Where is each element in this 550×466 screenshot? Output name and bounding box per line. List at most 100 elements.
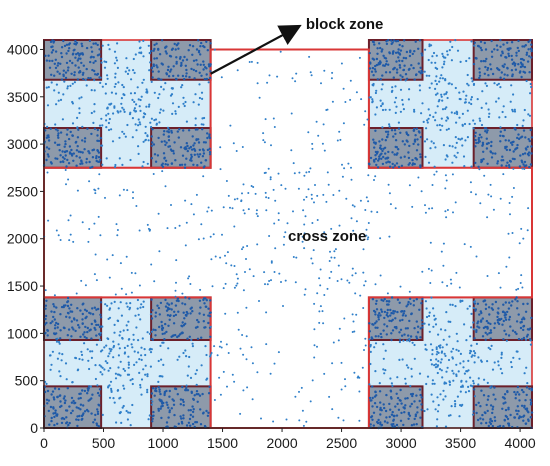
scatter-point-3201 <box>199 288 202 291</box>
scatter-point-1036 <box>150 298 153 301</box>
scatter-point-3040 <box>267 167 270 170</box>
scatter-point-1711 <box>520 388 524 392</box>
scatter-point-2733 <box>353 330 356 333</box>
scatter-point-1381 <box>400 310 404 313</box>
scatter-point-444 <box>388 71 392 74</box>
scatter-point-2358 <box>142 368 145 371</box>
scatter-point-57 <box>81 73 85 76</box>
scatter-point-1518 <box>491 303 494 306</box>
scatter-point-3213 <box>454 201 457 204</box>
scatter-point-2565 <box>454 305 457 308</box>
scatter-point-894 <box>46 334 49 337</box>
scatter-point-106 <box>81 44 84 48</box>
scatter-point-358 <box>163 140 166 143</box>
scatter-point-2103 <box>473 122 476 125</box>
scatter-point-1996 <box>138 105 141 108</box>
scatter-point-741 <box>377 159 380 162</box>
scatter-point-524 <box>380 50 383 53</box>
scatter-point-2416 <box>135 361 138 364</box>
scatter-point-1850 <box>114 165 117 169</box>
scatter-point-2569 <box>440 369 443 372</box>
scatter-point-1325 <box>400 334 404 337</box>
scatter-point-2024 <box>424 155 427 158</box>
scatter-point-422 <box>195 138 198 141</box>
scatter-point-508 <box>411 52 414 56</box>
scatter-point-1442 <box>484 331 487 334</box>
scatter-point-2298 <box>131 378 134 381</box>
scatter-point-1924 <box>162 109 165 112</box>
scatter-point-1431 <box>494 300 498 304</box>
scatter-point-1698 <box>504 401 507 404</box>
scatter-point-2517 <box>469 335 472 338</box>
scatter-point-888 <box>56 322 60 326</box>
scatter-point-790 <box>474 138 477 142</box>
scatter-point-2612 <box>448 380 451 383</box>
scatter-point-427 <box>198 153 202 156</box>
scatter-point-2057 <box>458 116 461 119</box>
scatter-point-2004 <box>472 127 475 130</box>
scatter-point-2952 <box>323 231 326 234</box>
scatter-point-506 <box>373 68 377 71</box>
scatter-point-1679 <box>494 398 497 401</box>
scatter-point-1253 <box>158 388 161 391</box>
scatter-point-1183 <box>63 401 67 405</box>
scatter-point-1415 <box>374 313 377 316</box>
scatter-point-3144 <box>280 281 282 283</box>
scatter-point-1636 <box>375 394 378 397</box>
scatter-point-1756 <box>523 406 526 409</box>
scatter-point-3063 <box>374 175 377 178</box>
scatter-point-1113 <box>93 418 97 421</box>
scatter-point-3047 <box>367 174 370 177</box>
scatter-point-2254 <box>146 331 149 334</box>
scatter-point-1802 <box>114 163 117 167</box>
scatter-point-3192 <box>345 197 348 200</box>
scatter-point-3239 <box>195 193 198 196</box>
scatter-point-2130 <box>427 108 430 111</box>
scatter-point-1901 <box>194 124 197 127</box>
scatter-point-2389 <box>57 340 61 344</box>
scatter-point-1007 <box>183 317 186 320</box>
scatter-point-2945 <box>344 385 347 388</box>
scatter-point-1803 <box>124 70 127 73</box>
scatter-point-1605 <box>415 394 418 397</box>
scatter-point-2041 <box>424 48 427 51</box>
scatter-point-1615 <box>388 415 391 419</box>
scatter-point-586 <box>502 43 505 46</box>
scatter-point-610 <box>499 76 502 79</box>
scatter-point-56 <box>67 49 70 53</box>
scatter-point-1231 <box>192 408 195 411</box>
scatter-point-2099 <box>454 136 457 139</box>
scatter-point-405 <box>161 165 165 168</box>
scatter-point-2112 <box>466 109 469 112</box>
scatter-point-352 <box>183 166 187 169</box>
scatter-point-2619 <box>431 379 434 382</box>
scatter-point-3124 <box>310 193 313 196</box>
scatter-point-628 <box>502 65 505 69</box>
scatter-point-1283 <box>150 392 154 395</box>
scatter-point-2935 <box>209 235 212 238</box>
scatter-point-2164 <box>498 116 501 119</box>
scatter-point-885 <box>79 309 82 312</box>
scatter-point-2924 <box>331 71 334 74</box>
scatter-point-1373 <box>376 326 379 329</box>
scatter-point-1744 <box>502 425 505 428</box>
scatter-point-652 <box>507 54 511 58</box>
scatter-point-873 <box>481 144 484 147</box>
scatter-point-500 <box>373 43 376 46</box>
scatter-point-2362 <box>185 355 188 358</box>
scatter-point-798 <box>485 137 488 140</box>
scatter-point-2996 <box>119 262 122 265</box>
scatter-point-1378 <box>371 323 374 326</box>
scatter-point-574 <box>489 68 493 71</box>
scatter-point-2867 <box>291 77 294 80</box>
scatter-point-2566 <box>473 354 476 357</box>
scatter-point-2926 <box>235 284 238 287</box>
scatter-point-1482 <box>526 302 529 305</box>
scatter-point-61 <box>73 73 76 77</box>
scatter-point-1970 <box>162 88 165 91</box>
scatter-point-589 <box>499 45 502 48</box>
scatter-point-2049 <box>427 58 430 62</box>
scatter-point-2354 <box>116 319 119 322</box>
scatter-point-2802 <box>322 123 325 126</box>
scatter-points <box>42 38 534 430</box>
